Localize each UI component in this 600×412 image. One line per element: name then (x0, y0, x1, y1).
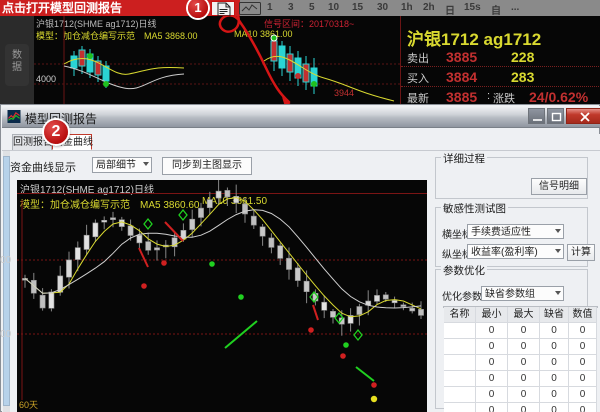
svg-text:3944: 3944 (334, 88, 354, 98)
